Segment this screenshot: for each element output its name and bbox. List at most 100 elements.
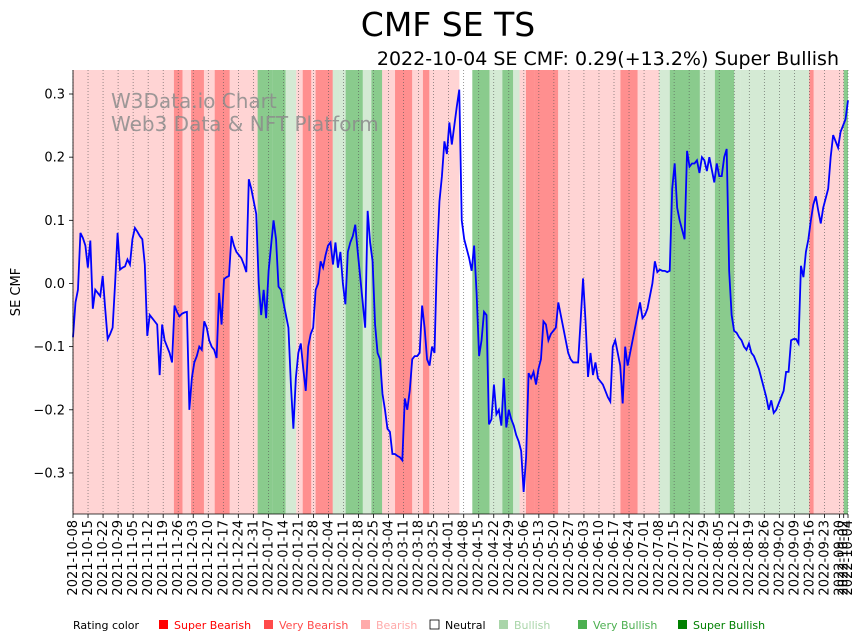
x-tick-label: 2021-12-10 xyxy=(201,520,216,596)
x-tick-label: 2022-09-16 xyxy=(802,520,817,596)
rating-band-bullish xyxy=(489,70,503,514)
rating-band-very-bearish xyxy=(620,70,630,514)
rating-band-bearish xyxy=(229,70,258,514)
x-tick-label: 2021-11-12 xyxy=(141,520,156,596)
x-tick-label: 2022-04-15 xyxy=(472,520,487,596)
rating-band-very-bullish xyxy=(843,70,848,514)
y-tick-label: −0.1 xyxy=(33,340,65,355)
rating-band-bullish xyxy=(740,70,810,514)
rating-band-bearish xyxy=(73,70,174,514)
rating-band-bearish xyxy=(296,70,303,514)
rating-band-bearish xyxy=(182,70,192,514)
x-tick-label: 2022-02-25 xyxy=(367,520,382,596)
rating-band-bearish xyxy=(637,70,660,514)
x-tick-label: 2022-02-04 xyxy=(321,520,336,596)
x-tick-label: 2021-12-31 xyxy=(246,520,261,596)
x-tick-label: 2022-07-29 xyxy=(697,520,712,596)
rating-band-very-bearish xyxy=(422,70,430,514)
x-tick-label: 2022-09-30 xyxy=(832,520,847,596)
legend-label-neutral: Neutral xyxy=(445,619,486,632)
x-tick-label: 2022-09-02 xyxy=(772,520,787,596)
rating-band-bullish xyxy=(734,70,741,514)
legend-swatch-super-bearish xyxy=(159,620,168,629)
x-tick-label: 2022-08-05 xyxy=(712,520,727,596)
x-tick-label: 2022-05-13 xyxy=(532,520,547,596)
rating-band-very-bearish xyxy=(809,70,814,514)
x-tick-label: 2021-10-08 xyxy=(66,520,81,596)
x-tick-label: 2022-10-04 xyxy=(841,520,856,596)
rating-band-very-bullish xyxy=(714,70,735,514)
x-tick-label: 2022-05-27 xyxy=(562,520,577,596)
rating-band-bullish xyxy=(285,70,297,514)
x-tick-label: 2022-07-22 xyxy=(682,520,697,596)
x-tick-label: 2022-01-28 xyxy=(306,520,321,596)
x-tick-label: 2022-08-26 xyxy=(757,520,772,596)
y-tick-label: 0.3 xyxy=(44,88,65,103)
rating-band-bullish xyxy=(362,70,372,514)
x-tick-label: 2022-07-15 xyxy=(667,520,682,596)
vertical-gridlines xyxy=(72,70,849,514)
x-tick-label: 2022-09-09 xyxy=(787,520,802,596)
cmf-line xyxy=(72,89,849,492)
x-tick-label: 2021-10-15 xyxy=(81,520,96,596)
legend-title: Rating color xyxy=(73,619,140,632)
rating-band-very-bullish xyxy=(272,70,286,514)
x-tick-label: 2021-11-19 xyxy=(156,520,171,596)
x-tick-label: 2022-02-11 xyxy=(336,520,351,596)
watermark-line-1: W3Data.io Chart xyxy=(111,89,277,113)
x-tick-label: 2022-01-21 xyxy=(291,520,306,596)
x-tick-label: 2022-07-08 xyxy=(652,520,667,596)
y-ticks: −0.3 −0.2 −0.1 0.0 0.1 0.2 0.3 xyxy=(33,88,73,481)
x-tick-label: 2021-11-26 xyxy=(171,520,186,596)
x-tick-label: 2022-04-29 xyxy=(502,520,517,596)
rating-band-very-bullish xyxy=(502,70,514,514)
x-tick-label: 2021-12-03 xyxy=(186,520,201,596)
plot-area: W3Data.io Chart Web3 Data & NFT Platform xyxy=(72,70,849,514)
rating-band-very-bearish xyxy=(629,70,638,514)
rating-band-very-bullish xyxy=(472,70,490,514)
x-tick-label: 2022-02-18 xyxy=(352,520,367,596)
x-tick-label: 2022-06-03 xyxy=(577,520,592,596)
rating-band-very-bearish xyxy=(534,70,559,514)
x-tick-label: 2021-10-29 xyxy=(111,520,126,596)
rating-band-very-bearish xyxy=(315,70,333,514)
x-tick-label: 2022-05-20 xyxy=(547,520,562,596)
x-tick-label: 2021-12-17 xyxy=(216,520,231,596)
rating-band-neutral xyxy=(459,70,473,514)
x-tick-label: 2021-10-22 xyxy=(96,520,111,596)
x-tick-label: 2022-05-06 xyxy=(517,520,532,596)
rating-band-bearish xyxy=(519,70,526,514)
rating-band-very-bullish xyxy=(257,70,273,514)
chart-title: CMF SE TS xyxy=(361,5,535,44)
legend-label-very-bullish: Very Bullish xyxy=(593,619,657,632)
rating-band-very-bearish xyxy=(302,70,312,514)
rating-band-bullish xyxy=(659,70,670,514)
legend-swatch-bullish xyxy=(499,620,508,629)
x-tick-label: 2022-03-18 xyxy=(412,520,427,596)
x-tick-label: 2022-07-01 xyxy=(637,520,652,596)
rating-band-very-bearish xyxy=(214,70,230,514)
rating-band-very-bearish xyxy=(525,70,535,514)
x-tick-label: 2022-06-24 xyxy=(622,520,637,596)
rating-band-bullish xyxy=(339,70,346,514)
rating-band-very-bullish xyxy=(669,70,700,514)
x-tick-label: 2022-04-01 xyxy=(442,520,457,596)
legend-swatch-super-bullish xyxy=(678,620,687,629)
y-axis-label: SE CMF xyxy=(9,268,24,316)
legend-label-bearish: Bearish xyxy=(376,619,417,632)
y-tick-label: 0.2 xyxy=(44,151,65,166)
x-tick-label: 2022-03-11 xyxy=(397,520,412,596)
legend-swatch-very-bullish xyxy=(578,620,587,629)
rating-band-bullish xyxy=(332,70,340,514)
x-tick-label: 2022-08-12 xyxy=(727,520,742,596)
rating-band-very-bearish xyxy=(191,70,204,514)
x-tick-label: 2022-04-22 xyxy=(487,520,502,596)
rating-band-bearish xyxy=(412,70,423,514)
x-tick-label: 2022-06-17 xyxy=(607,520,622,596)
legend-swatch-bearish xyxy=(361,620,370,629)
rating-band-very-bullish xyxy=(371,70,383,514)
legend-label-very-bearish: Very Bearish xyxy=(279,619,348,632)
rating-band-bearish xyxy=(558,70,621,514)
rating-legend: Rating color Super Bearish Very Bearish Be… xyxy=(73,619,765,632)
